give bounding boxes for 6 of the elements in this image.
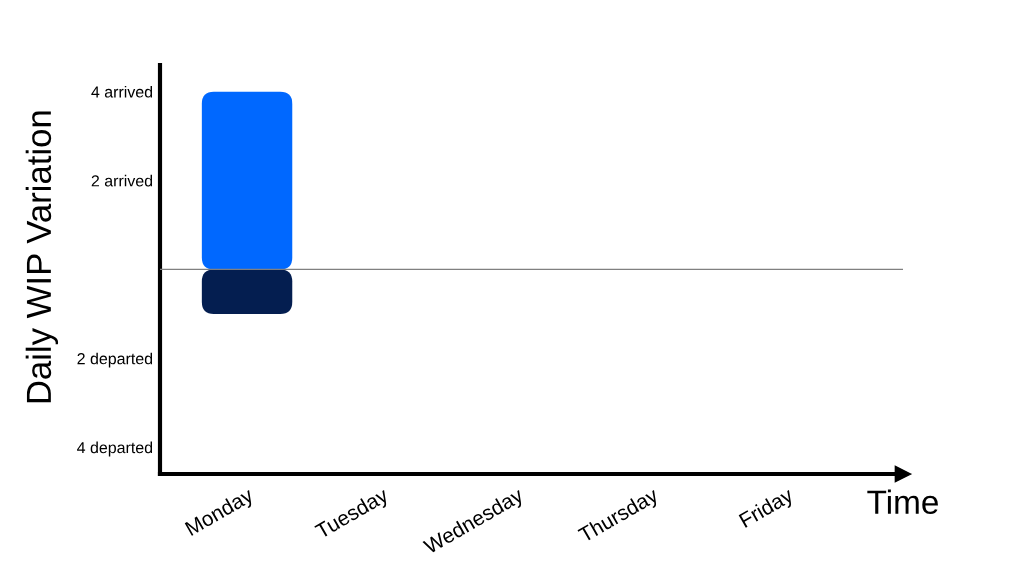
- y-tick-label: 2 departed: [77, 352, 153, 368]
- y-tick-label: 4 arrived: [91, 85, 153, 98]
- y-tick-label: 2 arrived: [91, 174, 153, 187]
- y-axis-title: Daily WIP Variation: [25, 111, 59, 403]
- x-axis-title: Time: [867, 489, 938, 515]
- y-tick-label: 4 departed: [77, 441, 153, 457]
